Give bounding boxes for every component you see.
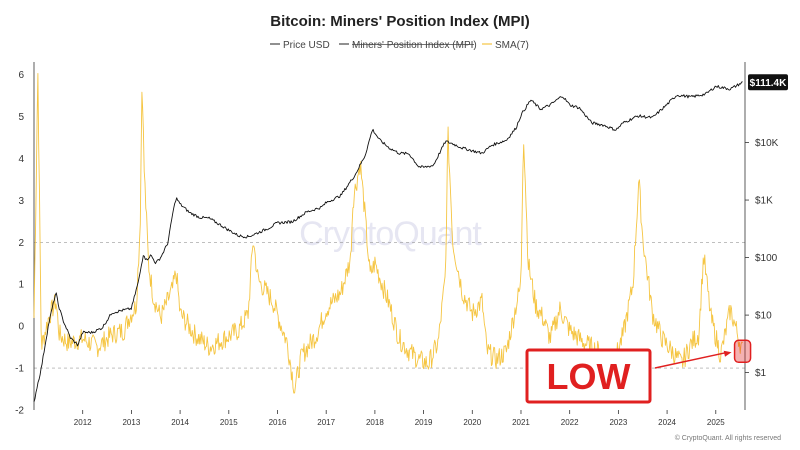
last-price-label: $111.4K: [750, 78, 787, 89]
x-axis-ticks: 2012 2013 2014 2015 2016 2017 2018 2019 2020 2021…: [74, 410, 725, 427]
last-price-badge-bg: [748, 74, 788, 91]
x-tick-label: 2015: [220, 418, 238, 427]
x-tick-label: 2017: [317, 418, 335, 427]
left-axis-ticks: 6 5 4 3 2 1 0 -1 -2: [15, 70, 24, 416]
right-tick-label: $1: [755, 368, 767, 379]
right-tick-label: $100: [755, 253, 778, 264]
last-price-badge: $111.4K: [748, 74, 788, 91]
legend-label-mpi: Miners' Position Index (MPI): [352, 40, 477, 51]
low-label-text: LOW: [547, 356, 631, 397]
left-tick-label: 1: [18, 280, 24, 291]
low-arrow: [654, 351, 728, 369]
left-tick-label: 6: [18, 70, 24, 81]
right-tick-label: $10: [755, 311, 772, 322]
left-tick-label: 2: [18, 238, 24, 249]
low-highlight-box: [733, 339, 752, 364]
x-tick-label: 2025: [707, 418, 725, 427]
watermark: CryptoQuant: [299, 215, 482, 253]
x-tick-label: 2021: [512, 418, 530, 427]
x-tick-label: 2018: [366, 418, 384, 427]
x-tick-label: 2016: [269, 418, 287, 427]
credit-text: © CryptoQuant. All rights reserved: [675, 434, 781, 442]
low-label-box: [525, 348, 652, 404]
reference-lines: [34, 241, 745, 369]
left-tick-label: -1: [15, 364, 24, 375]
right-tick-label: $1K: [755, 196, 773, 207]
right-axis-ticks: $10K $1K $100 $10 $1: [745, 138, 779, 379]
legend-item-price[interactable]: Price USD: [270, 40, 330, 51]
axes: [33, 62, 746, 410]
legend-label-price: Price USD: [283, 40, 330, 51]
x-tick-label: 2014: [171, 418, 189, 427]
x-tick-label: 2023: [609, 418, 627, 427]
left-tick-label: -2: [15, 406, 24, 417]
chart-title: Bitcoin: Miners' Position Index (MPI): [270, 13, 529, 30]
left-tick-label: 3: [18, 196, 24, 207]
x-tick-label: 2012: [74, 418, 92, 427]
x-tick-label: 2019: [415, 418, 433, 427]
price-series-line: [33, 81, 743, 402]
right-tick-label: $10K: [755, 138, 779, 149]
legend: Price USD Miners' Position Index (MPI) S…: [270, 40, 529, 51]
low-annotation: LOW: [525, 339, 752, 404]
x-tick-label: 2013: [122, 418, 140, 427]
left-tick-label: 4: [18, 154, 24, 165]
legend-label-sma: SMA(7): [495, 40, 529, 51]
x-tick-label: 2022: [561, 418, 579, 427]
x-tick-label: 2020: [463, 418, 481, 427]
low-arrowhead: [723, 350, 732, 357]
legend-item-sma[interactable]: SMA(7): [482, 40, 529, 51]
left-tick-label: 0: [18, 322, 24, 333]
legend-item-mpi[interactable]: Miners' Position Index (MPI): [339, 40, 477, 51]
left-tick-label: 5: [18, 112, 24, 123]
sma7-series-line: [33, 73, 743, 394]
x-tick-label: 2024: [658, 418, 676, 427]
